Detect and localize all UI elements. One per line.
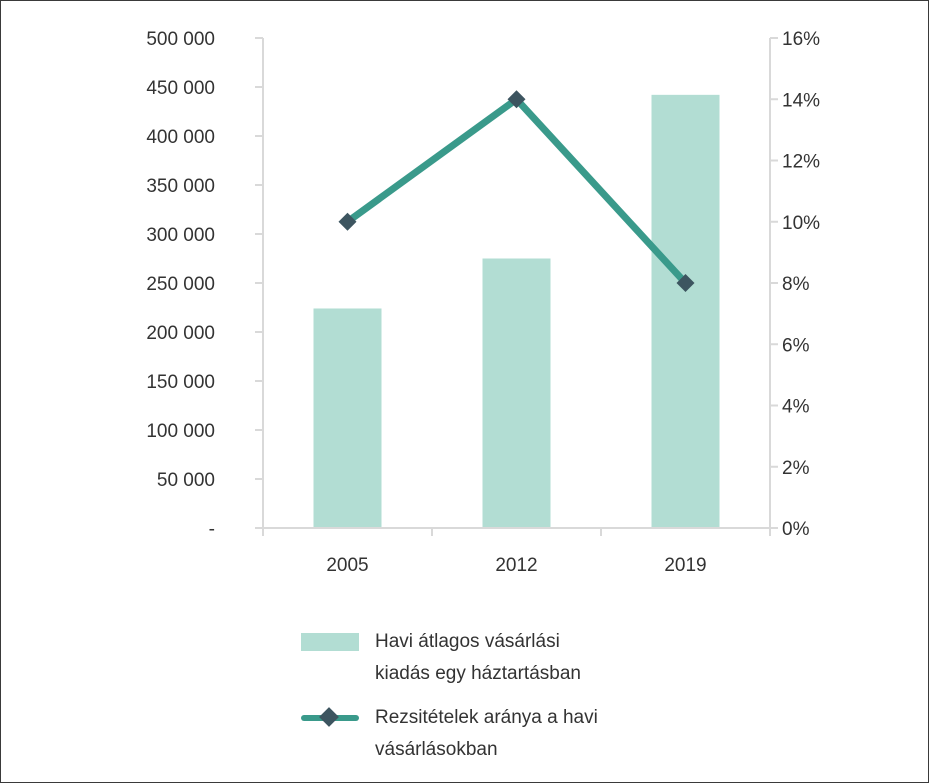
left-tick-label: 350 000	[146, 176, 215, 197]
left-tick-label: -	[209, 519, 215, 540]
right-tick-label: 2%	[782, 458, 810, 479]
right-tick-label: 12%	[782, 152, 820, 173]
left-tick-label: 450 000	[146, 78, 215, 99]
right-tick-label: 16%	[782, 29, 820, 50]
bar-2012	[482, 258, 551, 528]
right-tick-label: 10%	[782, 213, 820, 234]
line-marker-2012	[507, 90, 526, 109]
left-tick-label: 150 000	[146, 372, 215, 393]
left-tick-label: 300 000	[146, 225, 215, 246]
right-tick-label: 0%	[782, 519, 810, 540]
x-tick-label-2012: 2012	[495, 555, 537, 576]
legend-item-line: Rezsitételek aránya a havi vásárlásokban	[301, 702, 701, 766]
legend-swatch-bar	[301, 633, 359, 651]
line-marker-2005	[338, 212, 357, 231]
x-tick-label-2019: 2019	[664, 555, 706, 576]
bar-2005	[313, 308, 382, 528]
left-tick-label: 500 000	[146, 29, 215, 50]
legend-label-bar: Havi átlagos vásárlási kiadás egy háztar…	[375, 631, 581, 684]
left-tick-label: 250 000	[146, 274, 215, 295]
legend-item-bar: Havi átlagos vásárlási kiadás egy háztar…	[301, 626, 701, 690]
right-tick-label: 14%	[782, 90, 820, 111]
x-tick-label-2005: 2005	[326, 555, 368, 576]
legend-label-line: Rezsitételek aránya a havi vásárlásokban	[375, 707, 598, 760]
legend-swatch-line	[301, 707, 359, 728]
left-tick-label: 50 000	[157, 470, 215, 491]
left-tick-label: 400 000	[146, 127, 215, 148]
legend-diamond-marker	[319, 707, 339, 727]
right-tick-label: 6%	[782, 335, 810, 356]
left-tick-label: 200 000	[146, 323, 215, 344]
legend: Havi átlagos vásárlási kiadás egy háztar…	[301, 626, 701, 778]
left-tick-label: 100 000	[146, 421, 215, 442]
line-marker-2019	[676, 274, 695, 292]
line-series	[344, 95, 689, 287]
bar-2019	[651, 94, 720, 528]
right-tick-label: 4%	[782, 397, 810, 418]
right-tick-label: 8%	[782, 274, 810, 295]
combo-chart: - 50 000 100 000 150 000 200 000 250 000 300 0…	[146, 29, 820, 576]
